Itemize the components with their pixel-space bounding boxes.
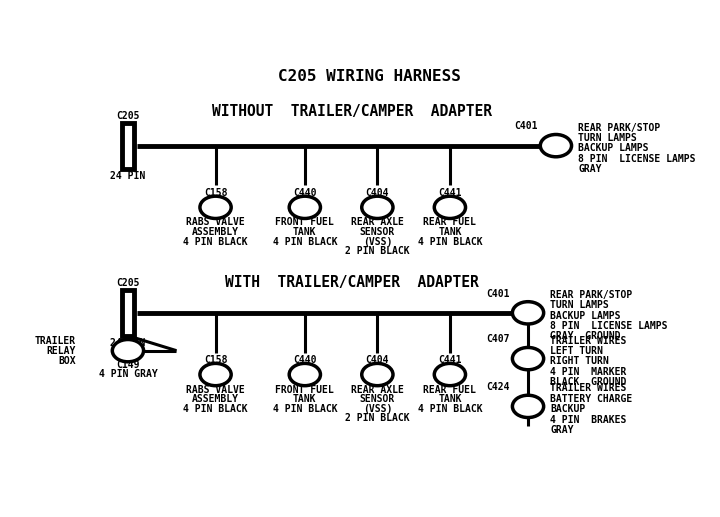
Text: C440: C440 [293, 188, 317, 198]
Text: 8 PIN  LICENSE LAMPS: 8 PIN LICENSE LAMPS [578, 154, 696, 164]
Text: C149: C149 [116, 360, 140, 370]
Circle shape [361, 196, 393, 219]
Text: WITHOUT  TRAILER/CAMPER  ADAPTER: WITHOUT TRAILER/CAMPER ADAPTER [212, 104, 492, 119]
Text: FRONT FUEL: FRONT FUEL [276, 218, 334, 227]
Text: TANK: TANK [438, 227, 462, 237]
Circle shape [540, 134, 572, 157]
Text: C158: C158 [204, 355, 228, 365]
Circle shape [434, 363, 466, 386]
Text: C401: C401 [486, 288, 510, 298]
Circle shape [513, 395, 544, 418]
Text: (VSS): (VSS) [363, 404, 392, 414]
Bar [122, 290, 133, 336]
Circle shape [289, 363, 320, 386]
Text: REAR PARK/STOP: REAR PARK/STOP [578, 123, 660, 133]
Text: TRAILER WIRES: TRAILER WIRES [550, 336, 626, 346]
Text: C440: C440 [293, 355, 317, 365]
Text: C404: C404 [366, 355, 389, 365]
Text: GRAY: GRAY [578, 164, 602, 174]
Text: 4 PIN GRAY: 4 PIN GRAY [99, 369, 157, 379]
Text: SENSOR: SENSOR [360, 227, 395, 237]
Text: 4 PIN BLACK: 4 PIN BLACK [183, 404, 248, 414]
Text: GRAY  GROUND: GRAY GROUND [550, 331, 621, 341]
Text: C407: C407 [486, 334, 510, 344]
Circle shape [112, 340, 143, 362]
Text: REAR AXLE: REAR AXLE [351, 218, 404, 227]
Text: C205: C205 [116, 278, 140, 288]
Text: TANK: TANK [293, 394, 317, 404]
Text: 24 PIN: 24 PIN [110, 171, 145, 181]
Text: 2 PIN BLACK: 2 PIN BLACK [345, 413, 410, 423]
Text: ASSEMBLY: ASSEMBLY [192, 227, 239, 237]
Text: C205: C205 [116, 111, 140, 120]
Text: LEFT TURN: LEFT TURN [550, 346, 603, 356]
Text: TURN LAMPS: TURN LAMPS [578, 133, 637, 143]
Circle shape [513, 347, 544, 370]
Circle shape [200, 196, 231, 219]
Bar [122, 123, 133, 169]
Text: 4 PIN BLACK: 4 PIN BLACK [418, 404, 482, 414]
Text: C158: C158 [204, 188, 228, 198]
Text: C404: C404 [366, 188, 389, 198]
Circle shape [361, 363, 393, 386]
Circle shape [434, 196, 466, 219]
Text: TURN LAMPS: TURN LAMPS [550, 300, 609, 310]
Circle shape [513, 302, 544, 324]
Text: 8 PIN  LICENSE LAMPS: 8 PIN LICENSE LAMPS [550, 321, 668, 331]
Text: BACKUP: BACKUP [550, 404, 585, 414]
Text: RELAY: RELAY [47, 346, 76, 356]
Text: BOX: BOX [58, 356, 76, 366]
Text: C401: C401 [514, 121, 538, 131]
Text: 4 PIN BLACK: 4 PIN BLACK [272, 404, 337, 414]
Text: C441: C441 [438, 355, 462, 365]
Text: C205 WIRING HARNESS: C205 WIRING HARNESS [278, 69, 460, 84]
Text: 4 PIN  BRAKES: 4 PIN BRAKES [550, 415, 626, 424]
Text: TRAILER WIRES: TRAILER WIRES [550, 384, 626, 393]
Text: WITH  TRAILER/CAMPER  ADAPTER: WITH TRAILER/CAMPER ADAPTER [225, 276, 479, 291]
Text: BACKUP LAMPS: BACKUP LAMPS [550, 311, 621, 321]
Text: REAR AXLE: REAR AXLE [351, 385, 404, 394]
Circle shape [289, 196, 320, 219]
Text: TRAILER: TRAILER [35, 336, 76, 346]
Text: TANK: TANK [438, 394, 462, 404]
Text: GRAY: GRAY [550, 425, 574, 435]
Text: BACKUP LAMPS: BACKUP LAMPS [578, 143, 649, 154]
Text: 4 PIN BLACK: 4 PIN BLACK [183, 237, 248, 247]
Text: 4 PIN BLACK: 4 PIN BLACK [272, 237, 337, 247]
Text: RABS VALVE: RABS VALVE [186, 218, 245, 227]
Text: C441: C441 [438, 188, 462, 198]
Text: RABS VALVE: RABS VALVE [186, 385, 245, 394]
Text: C424: C424 [486, 382, 510, 392]
Text: BATTERY CHARGE: BATTERY CHARGE [550, 394, 633, 404]
Text: (VSS): (VSS) [363, 237, 392, 247]
Text: 4 PIN BLACK: 4 PIN BLACK [418, 237, 482, 247]
Text: SENSOR: SENSOR [360, 394, 395, 404]
Text: REAR FUEL: REAR FUEL [423, 385, 477, 394]
Text: REAR PARK/STOP: REAR PARK/STOP [550, 290, 633, 300]
Text: REAR FUEL: REAR FUEL [423, 218, 477, 227]
Text: BLACK  GROUND: BLACK GROUND [550, 377, 626, 387]
Text: TANK: TANK [293, 227, 317, 237]
Text: RIGHT TURN: RIGHT TURN [550, 356, 609, 367]
Text: 4 PIN  MARKER: 4 PIN MARKER [550, 367, 626, 377]
Text: 24 PIN: 24 PIN [110, 338, 145, 348]
Text: FRONT FUEL: FRONT FUEL [276, 385, 334, 394]
Circle shape [200, 363, 231, 386]
Text: 2 PIN BLACK: 2 PIN BLACK [345, 246, 410, 256]
Text: ASSEMBLY: ASSEMBLY [192, 394, 239, 404]
